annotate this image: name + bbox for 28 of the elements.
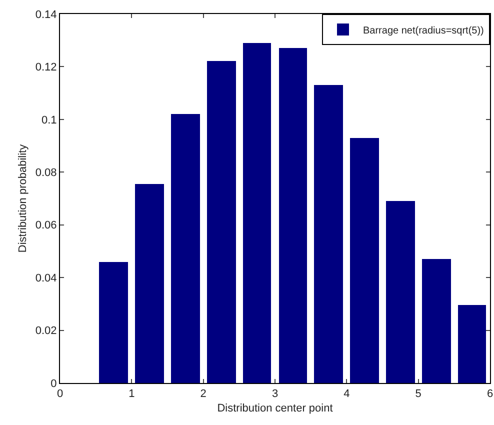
bar — [314, 85, 343, 383]
bar — [135, 184, 164, 383]
y-tick-label: 0.06 — [35, 220, 57, 232]
bar — [422, 259, 451, 383]
bar — [99, 262, 128, 383]
bar — [386, 201, 415, 383]
y-tick-label: 0.14 — [35, 8, 57, 21]
bar — [171, 114, 200, 383]
bar — [458, 305, 486, 383]
y-tick-label: 0 — [50, 378, 57, 390]
x-tick-label: 1 — [128, 388, 135, 400]
y-axis-title: Distribution probability — [17, 144, 30, 253]
y-tick-label: 0.08 — [35, 166, 57, 179]
bar — [207, 61, 236, 383]
bar — [243, 43, 271, 383]
y-tick-label: 0.02 — [35, 325, 57, 338]
x-tick-label: 5 — [415, 388, 422, 400]
y-tick-label: 0.1 — [42, 114, 57, 126]
x-tick-label: 4 — [344, 388, 350, 400]
x-tick-label: 2 — [200, 388, 206, 400]
x-tick-label: 6 — [486, 388, 494, 400]
x-axis-title: Distribution center point — [217, 402, 333, 414]
legend-label: Barrage net(radius=sqrt(5)) — [363, 25, 484, 36]
bar — [279, 48, 307, 383]
x-tick-label: 3 — [272, 388, 278, 400]
y-tick-label: 0.12 — [35, 62, 57, 74]
bar — [350, 138, 379, 383]
y-tick-label: 0.04 — [35, 272, 57, 284]
